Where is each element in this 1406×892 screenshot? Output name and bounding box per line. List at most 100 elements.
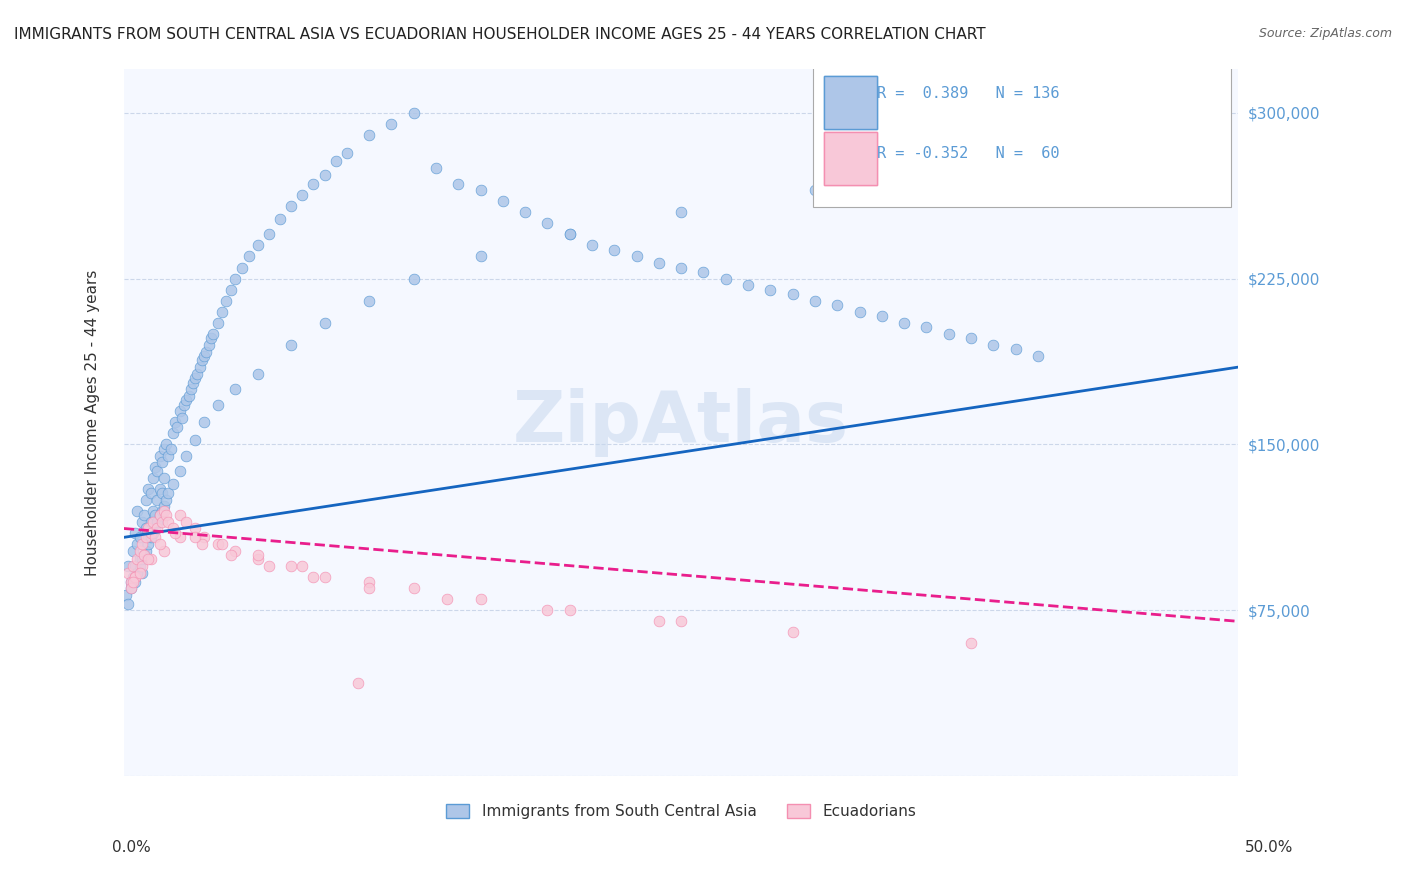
- Point: [626, 250, 648, 264]
- Point: [120, 581, 142, 595]
- Point: [131, 537, 153, 551]
- Point: [138, 530, 160, 544]
- Point: [139, 552, 162, 566]
- Point: [169, 404, 191, 418]
- Point: [146, 464, 169, 478]
- Point: [915, 320, 938, 334]
- Point: [960, 636, 983, 650]
- Point: [188, 360, 211, 375]
- Point: [153, 500, 176, 514]
- Point: [132, 548, 155, 562]
- Point: [336, 145, 359, 160]
- Point: [127, 566, 149, 580]
- Point: [536, 603, 558, 617]
- Point: [436, 592, 458, 607]
- Point: [115, 588, 138, 602]
- Point: [402, 581, 425, 595]
- Point: [425, 161, 447, 175]
- Point: [131, 515, 153, 529]
- Y-axis label: Householder Income Ages 25 - 44 years: Householder Income Ages 25 - 44 years: [86, 269, 100, 575]
- Point: [117, 597, 139, 611]
- Point: [139, 515, 162, 529]
- Point: [291, 187, 314, 202]
- Point: [402, 105, 425, 120]
- Point: [124, 570, 146, 584]
- Point: [142, 525, 165, 540]
- Point: [515, 205, 537, 219]
- Point: [257, 559, 280, 574]
- Point: [219, 548, 242, 562]
- Point: [759, 283, 782, 297]
- Point: [143, 508, 166, 523]
- Point: [142, 470, 165, 484]
- Point: [148, 508, 170, 523]
- Point: [155, 492, 177, 507]
- Point: [131, 559, 153, 574]
- Point: [238, 250, 260, 264]
- Point: [314, 316, 336, 330]
- Point: [804, 293, 827, 308]
- Point: [124, 574, 146, 589]
- Point: [231, 260, 253, 275]
- Point: [191, 537, 214, 551]
- Point: [159, 442, 181, 456]
- Point: [714, 271, 737, 285]
- Point: [558, 603, 581, 617]
- Point: [148, 508, 170, 523]
- Point: [150, 515, 173, 529]
- Point: [207, 537, 229, 551]
- Point: [138, 482, 160, 496]
- Point: [193, 415, 215, 429]
- Point: [893, 316, 915, 330]
- Point: [804, 183, 827, 197]
- Point: [153, 470, 176, 484]
- Point: [170, 411, 193, 425]
- Point: [224, 271, 246, 285]
- Point: [127, 504, 149, 518]
- Point: [148, 449, 170, 463]
- Point: [184, 433, 207, 447]
- Point: [981, 338, 1004, 352]
- Point: [142, 504, 165, 518]
- Point: [165, 525, 187, 540]
- Point: [169, 464, 191, 478]
- Point: [207, 398, 229, 412]
- Point: [121, 559, 143, 574]
- Point: [280, 338, 302, 352]
- Point: [870, 309, 893, 323]
- Point: [121, 543, 143, 558]
- Point: [280, 559, 302, 574]
- Point: [143, 530, 166, 544]
- Point: [127, 537, 149, 551]
- Point: [132, 508, 155, 523]
- Point: [314, 168, 336, 182]
- Point: [184, 371, 207, 385]
- Point: [558, 227, 581, 242]
- Text: R = -0.352   N =  60: R = -0.352 N = 60: [877, 146, 1060, 161]
- Point: [1004, 343, 1026, 357]
- Point: [536, 216, 558, 230]
- Point: [165, 415, 187, 429]
- Point: [692, 265, 714, 279]
- Point: [176, 515, 198, 529]
- Point: [470, 250, 492, 264]
- Point: [669, 615, 692, 629]
- Point: [128, 543, 150, 558]
- Point: [215, 293, 238, 308]
- Point: [132, 548, 155, 562]
- Point: [782, 625, 804, 640]
- Point: [131, 552, 153, 566]
- Point: [146, 515, 169, 529]
- Point: [135, 521, 157, 535]
- Point: [470, 183, 492, 197]
- Point: [470, 592, 492, 607]
- Point: [359, 128, 381, 142]
- FancyBboxPatch shape: [824, 132, 877, 186]
- FancyBboxPatch shape: [824, 76, 877, 128]
- Text: 50.0%: 50.0%: [1246, 840, 1294, 855]
- Point: [186, 367, 208, 381]
- Point: [143, 459, 166, 474]
- Point: [669, 260, 692, 275]
- Point: [173, 398, 195, 412]
- Point: [138, 552, 160, 566]
